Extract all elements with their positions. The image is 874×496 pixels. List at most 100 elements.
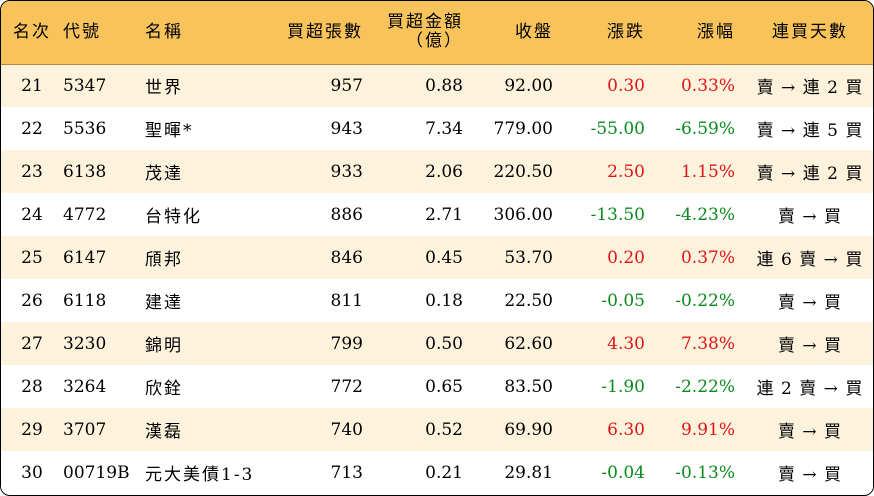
header-rank: 名次 <box>1 1 63 65</box>
cell-change-pct: -2.22% <box>675 376 735 397</box>
cell-change: -0.05 <box>601 290 645 311</box>
cell-change-pct: 1.15% <box>680 161 735 182</box>
cell-rank: 23 <box>21 161 43 182</box>
cell-change: 0.20 <box>607 247 645 268</box>
cell-change: 4.30 <box>607 333 645 354</box>
cell-streak: 賣 → 連 5 買 <box>756 121 864 141</box>
cell-name: 欣銓 <box>145 379 183 399</box>
table-row: 26 6118 建達 811 0.18 22.50 -0.05 -0.22% 賣 → 買 <box>1 279 873 322</box>
cell-code: 3230 <box>63 333 107 354</box>
header-code: 代號 <box>63 1 145 65</box>
header-net-buy-amount-unit: （億） <box>406 31 463 52</box>
cell-name: 元大美債1-3 <box>145 465 255 485</box>
cell-streak: 連 6 賣 → 買 <box>756 250 864 270</box>
table-row: 28 3264 欣銓 772 0.65 83.50 -1.90 -2.22% 連 2 賣 → 買 <box>1 365 873 408</box>
cell-name: 世界 <box>145 78 183 99</box>
header-close: 收盤 <box>475 1 565 65</box>
cell-net-buy-amount: 0.65 <box>425 376 463 397</box>
cell-code: 5536 <box>63 118 107 139</box>
cell-change-pct: -0.22% <box>675 290 735 311</box>
cell-rank: 22 <box>21 118 43 139</box>
table-row: 25 6147 頎邦 846 0.45 53.70 0.20 0.37% 連 6 賣 → 買 <box>1 236 873 279</box>
cell-streak: 賣 → 買 <box>777 293 843 313</box>
cell-name: 漢磊 <box>145 422 183 442</box>
cell-change: -55.00 <box>590 118 645 139</box>
cell-net-buy-amount: 0.52 <box>425 419 463 440</box>
cell-name: 茂達 <box>145 164 183 184</box>
header-net-buy-amount-label: 買超金額 <box>387 12 463 33</box>
cell-net-buy-lots: 886 <box>330 204 363 225</box>
cell-net-buy-lots: 799 <box>330 333 363 354</box>
cell-streak: 賣 → 買 <box>777 422 843 442</box>
cell-net-buy-amount: 0.18 <box>425 290 463 311</box>
header-net-buy-lots: 買超張數 <box>269 1 375 65</box>
cell-net-buy-amount: 0.88 <box>425 75 463 96</box>
table-row: 21 5347 世界 957 0.88 92.00 0.30 0.33% 賣 → 連 2 買 <box>1 64 873 107</box>
cell-code: 6138 <box>63 161 107 182</box>
table-body: 21 5347 世界 957 0.88 92.00 0.30 0.33% 賣 → 連 2 買 22… <box>1 64 873 494</box>
cell-close: 83.50 <box>504 376 553 397</box>
cell-rank: 29 <box>21 419 43 440</box>
cell-rank: 24 <box>21 204 43 225</box>
cell-net-buy-lots: 846 <box>330 247 363 268</box>
cell-close: 53.70 <box>504 247 553 268</box>
header-name: 名稱 <box>145 1 269 65</box>
cell-change: -13.50 <box>590 204 645 225</box>
cell-streak: 賣 → 買 <box>777 336 843 356</box>
cell-change-pct: -6.59% <box>675 118 735 139</box>
cell-code: 3707 <box>63 419 107 440</box>
cell-change: -0.04 <box>601 462 645 483</box>
cell-change-pct: 0.33% <box>680 75 735 96</box>
cell-close: 779.00 <box>493 118 553 139</box>
cell-rank: 27 <box>21 333 43 354</box>
cell-close: 306.00 <box>493 204 553 225</box>
cell-close: 69.90 <box>504 419 553 440</box>
cell-change-pct: 9.91% <box>680 419 735 440</box>
cell-change: -1.90 <box>601 376 645 397</box>
table-row: 30 00719B 元大美債1-3 713 0.21 29.81 -0.04 -0.13% 賣 … <box>1 451 873 494</box>
cell-net-buy-lots: 933 <box>330 161 363 182</box>
cell-net-buy-lots: 772 <box>330 376 363 397</box>
header-net-buy-amount: 買超金額 （億） <box>375 1 475 65</box>
cell-change-pct: 7.38% <box>680 333 735 354</box>
table-header-row: 名次 代號 名稱 買超張數 買超金額 （億） 收盤 漲跌 漲幅 連買天數 <box>1 1 873 65</box>
table-row: 29 3707 漢磊 740 0.52 69.90 6.30 9.91% 賣 → 買 <box>1 408 873 451</box>
cell-rank: 21 <box>21 75 43 96</box>
cell-change: 0.30 <box>607 75 645 96</box>
cell-rank: 30 <box>21 462 43 483</box>
cell-net-buy-lots: 740 <box>330 419 363 440</box>
cell-name: 建達 <box>145 293 183 313</box>
cell-net-buy-lots: 713 <box>330 462 363 483</box>
cell-rank: 26 <box>21 290 43 311</box>
cell-net-buy-lots: 811 <box>330 290 363 311</box>
cell-name: 頎邦 <box>145 250 183 270</box>
table-row: 24 4772 台特化 886 2.71 306.00 -13.50 -4.23% 賣 → 買 <box>1 193 873 236</box>
cell-change-pct: -4.23% <box>675 204 735 225</box>
cell-close: 62.60 <box>504 333 553 354</box>
cell-code: 3264 <box>63 376 107 397</box>
table-row: 23 6138 茂達 933 2.06 220.50 2.50 1.15% 賣 → 連 2 買 <box>1 150 873 193</box>
cell-change: 6.30 <box>607 419 645 440</box>
cell-code: 6147 <box>63 247 107 268</box>
cell-close: 22.50 <box>504 290 553 311</box>
cell-rank: 28 <box>21 376 43 397</box>
cell-name: 台特化 <box>145 207 202 227</box>
cell-net-buy-lots: 943 <box>330 118 363 139</box>
cell-streak: 連 2 賣 → 買 <box>756 379 864 399</box>
cell-streak: 賣 → 連 2 買 <box>756 78 864 99</box>
cell-change-pct: -0.13% <box>675 462 735 483</box>
table-row: 22 5536 聖暉* 943 7.34 779.00 -55.00 -6.59% 賣 → 連 … <box>1 107 873 150</box>
cell-rank: 25 <box>21 247 43 268</box>
cell-code: 4772 <box>63 204 107 225</box>
cell-net-buy-lots: 957 <box>330 75 363 96</box>
cell-streak: 賣 → 買 <box>777 207 843 227</box>
cell-change: 2.50 <box>607 161 645 182</box>
cell-change-pct: 0.37% <box>680 247 735 268</box>
cell-close: 29.81 <box>504 462 553 483</box>
cell-net-buy-amount: 0.50 <box>425 333 463 354</box>
header-change: 漲跌 <box>565 1 657 65</box>
header-change-pct: 漲幅 <box>657 1 747 65</box>
cell-streak: 賣 → 連 2 買 <box>756 164 864 184</box>
